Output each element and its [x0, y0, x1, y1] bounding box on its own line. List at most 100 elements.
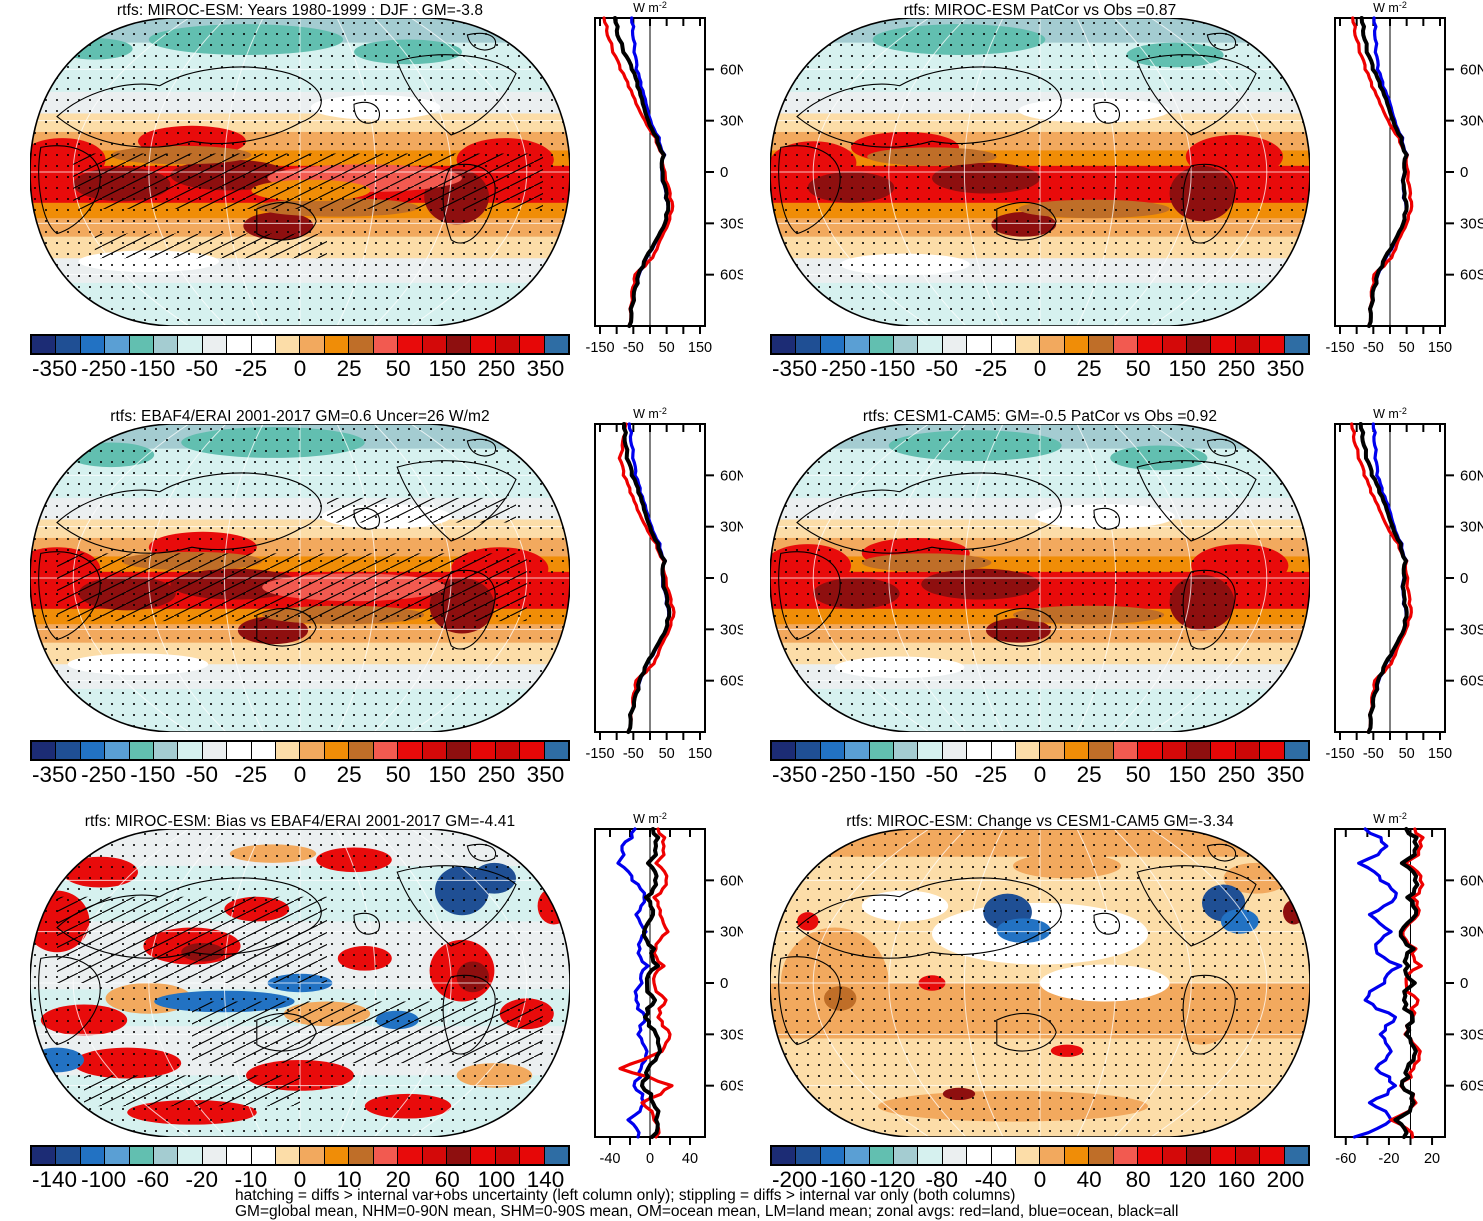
x-tick-label: -60 — [1335, 1151, 1356, 1167]
world-map-bottom-left — [30, 829, 570, 1137]
colorbar-middle-right: -350 -250 -150 -50 -25 0 25 50 150 250 350 — [770, 740, 1310, 788]
colorbar-tick-label: 25 — [336, 762, 362, 787]
caption-abbreviations: GM=global mean, NHM=0-90N mean, SHM=0-90… — [235, 1203, 1179, 1220]
x-tick-label: -150 — [585, 746, 614, 762]
colorbar-segment — [349, 742, 374, 759]
colorbar-tick-label: 150 — [1168, 356, 1207, 381]
map-outline — [770, 18, 1310, 326]
colorbar-segment — [227, 1147, 252, 1164]
lat-tick-label: 30S — [1460, 621, 1483, 638]
lat-tick-label: 0 — [1460, 975, 1468, 992]
colorbar-segment — [422, 336, 447, 353]
colorbar-segment — [178, 742, 203, 759]
panel-title-top-left: rtfs: MIROC-ESM: Years 1980-1999 : DJF :… — [116, 2, 484, 19]
world-map-middle-left — [30, 424, 570, 732]
stippling-overlay — [770, 829, 1310, 1137]
zonal-line-land — [1350, 422, 1413, 734]
colorbar-tick-label: -10 — [234, 1167, 268, 1192]
colorbar-segment — [202, 1147, 228, 1164]
map-outline — [30, 829, 570, 1137]
colorbar-labels: -350 -250 -150 -50 -25 0 25 50 150 250 350 — [30, 355, 570, 381]
colorbar-segment — [56, 336, 81, 353]
colorbar-gradient — [30, 1145, 570, 1166]
x-tick-label: -50 — [1363, 340, 1384, 356]
zonal-mean-plot-middle-left: -150 -50 50 150 60N 30N 0 30S 60S W m-2 — [585, 406, 743, 762]
colorbar-tick-label: 250 — [1217, 762, 1256, 787]
colorbar-labels: -200 -160 -120 -80 -40 0 40 80 120 160 200 — [770, 1166, 1310, 1192]
lat-tick-label: 60S — [720, 267, 743, 284]
colorbar-segment — [991, 742, 1017, 759]
lat-tick-label: 30N — [720, 113, 743, 130]
colorbar-segment — [1260, 1147, 1285, 1164]
x-tick-label: 50 — [1399, 340, 1415, 356]
x-tick-label: -150 — [585, 340, 614, 356]
colorbar-tick-label: 50 — [385, 762, 411, 787]
colorbar-segment — [520, 1147, 545, 1164]
world-map-top-right — [770, 18, 1310, 326]
colorbar-gradient — [770, 1145, 1310, 1166]
units-label: W m-2 — [1373, 0, 1407, 15]
colorbar-tick-label: -150 — [870, 762, 916, 787]
colorbar-tick-label: -25 — [974, 356, 1008, 381]
colorbar-segment — [772, 742, 797, 759]
colorbar-segment — [202, 742, 228, 759]
colorbar-segment — [1113, 1147, 1139, 1164]
colorbar-segment — [1138, 742, 1163, 759]
colorbar-segment — [32, 336, 57, 353]
colorbar-tick-label: -250 — [821, 356, 867, 381]
colorbar-segment — [772, 1147, 797, 1164]
colorbar-segment — [1186, 1147, 1212, 1164]
map-outline — [30, 424, 570, 732]
x-tick-label: 50 — [659, 746, 675, 762]
colorbar-segment — [520, 742, 545, 759]
colorbar-segment — [1064, 1147, 1090, 1164]
world-map-middle-right — [770, 424, 1310, 732]
panel-title-bottom-left: rtfs: MIROC-ESM: Bias vs EBAF4/ERAI 2001… — [84, 813, 516, 830]
colorbar-segment — [300, 336, 325, 353]
colorbar-tick-label: 250 — [477, 762, 516, 787]
colorbar-tick-label: -250 — [821, 762, 867, 787]
colorbar-segment — [1089, 1147, 1114, 1164]
zonal-line-land — [602, 16, 675, 328]
colorbar-tick-label: 350 — [1266, 762, 1305, 787]
colorbar-segment — [373, 742, 399, 759]
panel-title-top-right: rtfs: MIROC-ESM PatCor vs Obs =0.87 — [903, 2, 1177, 19]
colorbar-segment — [1162, 742, 1187, 759]
colorbar-segment — [1089, 742, 1114, 759]
zonal-line-ocean — [1352, 827, 1403, 1139]
colorbar-segment — [991, 1147, 1017, 1164]
colorbar-tick-label: -25 — [234, 762, 268, 787]
colorbar-segment — [894, 742, 919, 759]
colorbar-segment — [80, 1147, 106, 1164]
colorbar-tick-label: -150 — [870, 356, 916, 381]
colorbar-tick-label: 60 — [434, 1167, 460, 1192]
colorbar-segment — [32, 1147, 57, 1164]
lat-tick-label: 30N — [1460, 924, 1483, 941]
colorbar-segment — [56, 742, 81, 759]
colorbar-segment — [178, 336, 203, 353]
colorbar-segment — [991, 336, 1017, 353]
colorbar-tick-label: 100 — [477, 1167, 516, 1192]
colorbar-gradient — [30, 740, 570, 761]
colorbar-segment — [1186, 336, 1212, 353]
colorbar-segment — [1113, 742, 1139, 759]
colorbar-labels: -350 -250 -150 -50 -25 0 25 50 150 250 350 — [770, 355, 1310, 381]
colorbar-segment — [154, 1147, 179, 1164]
colorbar-tick-label: 0 — [293, 762, 307, 787]
hatching-overlay — [192, 1001, 543, 1064]
colorbar-tick-label: -160 — [821, 1167, 867, 1192]
colorbar-segment — [1260, 742, 1285, 759]
colorbar-segment — [129, 1147, 155, 1164]
colorbar-segment — [845, 1147, 870, 1164]
colorbar-segment — [1113, 336, 1139, 353]
colorbar-segment — [471, 336, 496, 353]
colorbar-segment — [796, 336, 821, 353]
colorbar-segment — [1284, 742, 1308, 759]
colorbar-segment — [105, 1147, 130, 1164]
colorbar-tick-label: -350 — [32, 762, 78, 787]
lat-tick-label: 60S — [720, 1078, 743, 1095]
colorbar-tick-label: 50 — [1125, 762, 1151, 787]
colorbar-segment — [32, 742, 57, 759]
colorbar-segment — [227, 336, 252, 353]
colorbar-labels: -350 -250 -150 -50 -25 0 25 50 150 250 350 — [30, 761, 570, 787]
